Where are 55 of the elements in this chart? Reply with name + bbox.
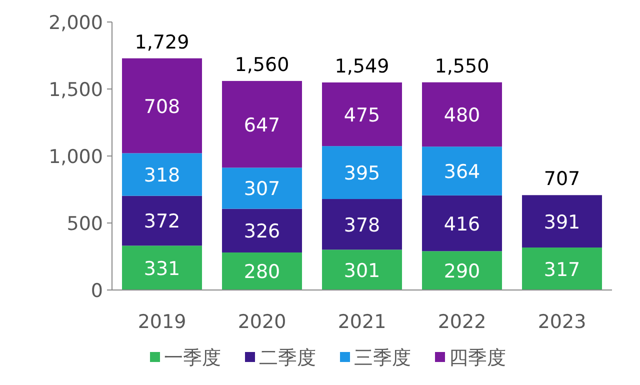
bar <box>322 82 402 146</box>
bar <box>322 146 402 200</box>
total-label: 1,550 <box>434 55 490 78</box>
bar <box>222 168 302 209</box>
data-label: 708 <box>144 96 180 118</box>
data-label: 307 <box>244 178 280 200</box>
y-tick-label: 2,000 <box>48 12 103 34</box>
bar <box>222 252 302 290</box>
data-label: 331 <box>144 258 180 280</box>
x-tick-label: 2019 <box>138 311 186 333</box>
bar <box>422 251 502 290</box>
bar <box>422 82 502 147</box>
data-label: 647 <box>244 114 280 136</box>
data-label: 364 <box>444 161 480 184</box>
data-label: 301 <box>344 260 380 282</box>
bar <box>122 58 202 154</box>
data-label: 317 <box>544 258 580 281</box>
x-tick-label: 2021 <box>338 311 386 333</box>
data-label: 318 <box>144 164 180 186</box>
bar <box>222 80 302 168</box>
total-label: 707 <box>544 168 580 190</box>
bar <box>422 195 502 252</box>
y-tick-label: 500 <box>66 213 103 235</box>
x-tick-label: 2022 <box>438 311 486 333</box>
bar <box>122 153 202 196</box>
data-label: 326 <box>244 220 280 243</box>
legend-label: 一季度 <box>164 347 221 369</box>
bar <box>522 195 602 248</box>
bar <box>122 196 202 246</box>
data-label: 480 <box>444 104 480 126</box>
data-label: 391 <box>544 211 580 234</box>
total-label: 1,560 <box>234 54 290 76</box>
data-label: 416 <box>444 213 480 236</box>
data-label: 395 <box>344 162 380 185</box>
total-label: 1,549 <box>334 55 390 78</box>
data-label: 280 <box>244 261 280 284</box>
bar <box>422 146 502 196</box>
total-label: 1,729 <box>134 31 190 54</box>
y-tick-label: 1,500 <box>48 79 103 101</box>
x-tick-label: 2023 <box>538 311 586 333</box>
data-label: 475 <box>344 104 380 126</box>
y-tick-label: 1,000 <box>48 146 103 168</box>
legend-label: 二季度 <box>259 347 316 369</box>
bar <box>122 246 202 290</box>
data-label: 290 <box>444 260 480 283</box>
bar <box>522 248 602 290</box>
x-tick-label: 2020 <box>238 311 286 333</box>
legend-label: 四季度 <box>449 347 506 369</box>
bar <box>322 199 402 250</box>
bar <box>222 208 302 252</box>
data-label: 378 <box>344 214 380 236</box>
y-tick-label: 0 <box>90 280 103 302</box>
bar <box>322 250 402 290</box>
legend-label: 三季度 <box>354 347 411 369</box>
data-label: 372 <box>144 210 180 233</box>
